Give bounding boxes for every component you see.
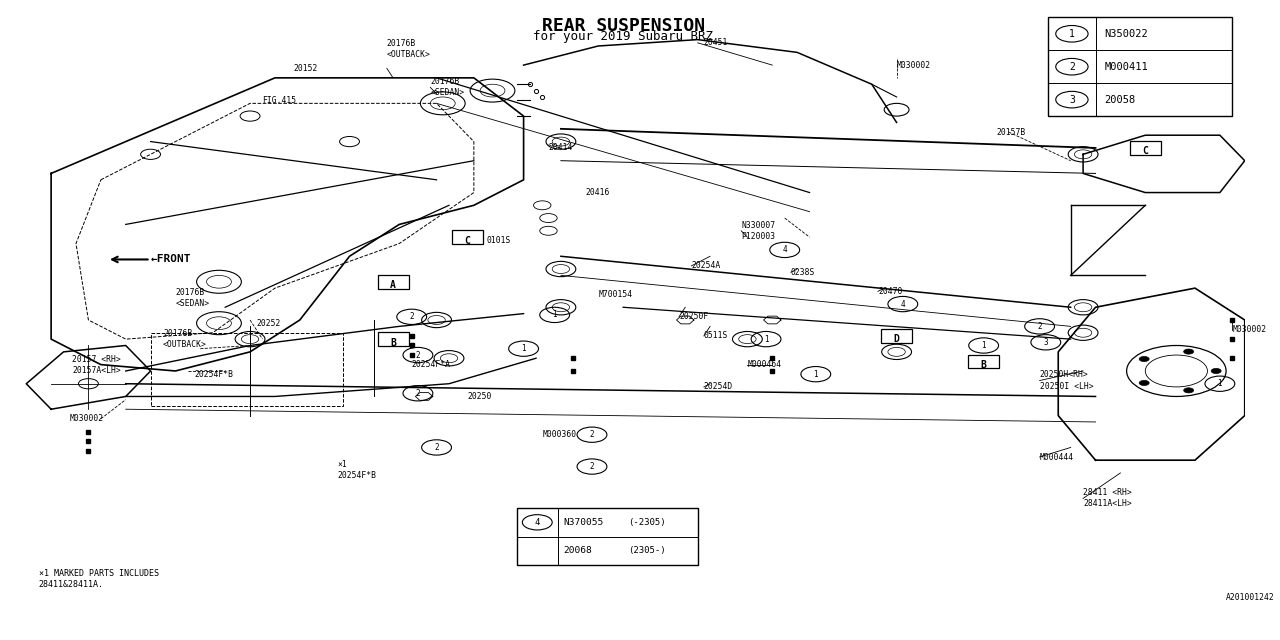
Text: 2: 2 [416,351,420,360]
Text: 3: 3 [1043,338,1048,347]
Circle shape [1139,380,1149,385]
Text: 1: 1 [1069,29,1075,39]
Text: (-2305): (-2305) [628,518,666,527]
Text: 20176B
<OUTBACK>: 20176B <OUTBACK> [163,329,207,349]
Text: 3: 3 [1069,95,1075,104]
Text: 1: 1 [982,341,986,350]
Text: B: B [980,360,987,370]
Text: 20176B
<SEDAN>: 20176B <SEDAN> [175,287,210,308]
Circle shape [1139,356,1149,362]
Text: 2: 2 [416,388,420,398]
Text: 1: 1 [1217,380,1222,388]
Bar [378,332,408,346]
Text: B: B [390,337,396,348]
Bar [378,275,408,289]
Text: A: A [390,280,396,290]
Text: 20451: 20451 [704,38,728,47]
Text: (2305-): (2305-) [628,547,666,556]
Text: 20152: 20152 [293,64,317,73]
Text: 1: 1 [553,310,557,319]
Text: 28411 <RH>
28411A<LH>: 28411 <RH> 28411A<LH> [1083,488,1132,508]
Text: 20176B
<SEDAN>: 20176B <SEDAN> [430,77,465,97]
Text: 20254A: 20254A [691,261,721,270]
Text: N370055: N370055 [563,518,604,527]
Text: 1: 1 [764,335,768,344]
Text: 4: 4 [782,245,787,255]
Text: ×1 MARKED PARTS INCLUDES
28411&28411A.: ×1 MARKED PARTS INCLUDES 28411&28411A. [38,568,159,589]
Bar [968,355,1000,368]
Text: M030002: M030002 [896,61,931,70]
Text: 20470: 20470 [878,287,902,296]
Text: 2: 2 [590,430,594,439]
Text: M000411: M000411 [1105,61,1148,72]
Text: 0101S: 0101S [486,236,511,245]
Text: 20068: 20068 [563,547,593,556]
Circle shape [1211,369,1221,374]
Text: ←FRONT: ←FRONT [151,255,191,264]
Bar [881,329,913,342]
Text: 20254D: 20254D [704,383,733,392]
Text: REAR SUSPENSION: REAR SUSPENSION [541,17,704,35]
Text: C: C [1142,147,1148,156]
Text: M030002: M030002 [70,414,104,423]
Text: M000360: M000360 [543,430,576,439]
Text: 2: 2 [1037,322,1042,331]
Text: 20254F*B: 20254F*B [195,370,233,379]
Text: 4: 4 [535,518,540,527]
Text: 20250F: 20250F [678,312,708,321]
Text: 20058: 20058 [1105,95,1135,104]
Text: 1: 1 [521,344,526,353]
Text: for your 2019 Subaru BRZ: for your 2019 Subaru BRZ [532,30,713,43]
Text: C: C [465,236,471,246]
Circle shape [1184,349,1194,354]
Circle shape [1184,388,1194,393]
Text: 2: 2 [1069,61,1075,72]
Text: 20157 <RH>
20157A<LH>: 20157 <RH> 20157A<LH> [72,355,122,374]
Text: N330007
P120003: N330007 P120003 [741,221,776,241]
Text: M030002: M030002 [1233,325,1266,334]
Text: 20252: 20252 [256,319,280,328]
Text: FIG.415: FIG.415 [262,95,297,105]
Text: N350022: N350022 [1105,29,1148,39]
Text: 4: 4 [901,300,905,308]
Text: M700154: M700154 [598,290,632,299]
Text: 2: 2 [590,462,594,471]
Text: D: D [893,334,900,344]
Bar [1130,141,1161,155]
Text: 0238S: 0238S [791,268,815,276]
Text: 20157B: 20157B [996,127,1025,136]
Text: M000444: M000444 [1039,452,1074,461]
Text: 2: 2 [434,443,439,452]
Text: 20416: 20416 [586,188,611,197]
Text: 0511S: 0511S [704,332,728,340]
Text: A201001242: A201001242 [1226,593,1275,602]
Text: M000464: M000464 [748,360,782,369]
Text: 20176B
<OUTBACK>: 20176B <OUTBACK> [387,39,430,60]
Text: 1: 1 [814,370,818,379]
Bar [452,230,483,244]
Text: 20254F*A: 20254F*A [412,360,451,369]
Text: 20250H<RH>
20250I <LH>: 20250H<RH> 20250I <LH> [1039,371,1093,390]
Text: 20250: 20250 [467,392,492,401]
Text: 20414: 20414 [548,143,573,152]
Text: ×1
20254F*B: ×1 20254F*B [337,460,376,480]
Text: 2: 2 [410,312,413,321]
